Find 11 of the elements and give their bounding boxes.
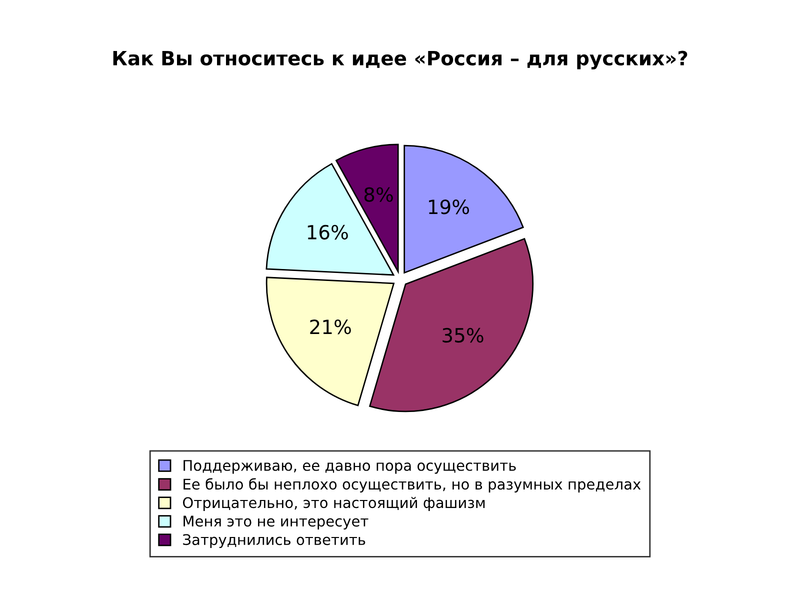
data-label: 19% <box>429 200 470 214</box>
data-label: 21% <box>310 320 351 334</box>
legend-label: Затруднились ответить <box>183 534 366 548</box>
legend-label: Меня это не интересует <box>184 516 368 530</box>
legend-label: Ее было бы неплохо осуществить, но в разумных пределах <box>184 478 641 492</box>
legend-label: Отрицательно, это настоящий фашизм <box>182 496 485 511</box>
data-label: 8% <box>364 187 393 202</box>
data-label: 35% <box>442 328 484 343</box>
chart-title: Как Вы относитесь к идее «Россия – для русских»? <box>113 50 688 70</box>
data-label: 16% <box>308 224 348 240</box>
legend-label: Поддерживаю, ее давно пора осуществить <box>184 460 516 474</box>
